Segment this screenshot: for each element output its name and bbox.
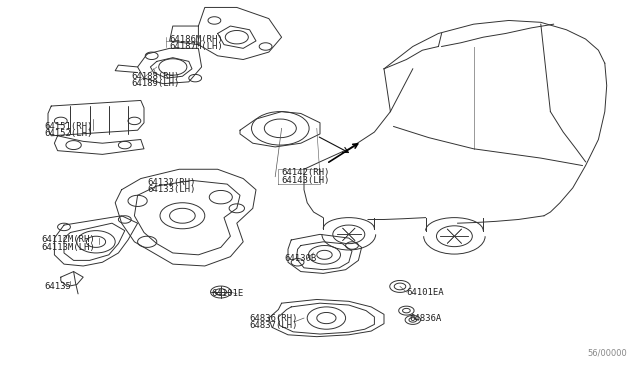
Text: 64143(LH): 64143(LH): [282, 176, 330, 185]
Text: 64151(RH): 64151(RH): [45, 122, 93, 131]
Text: 64186M(RH): 64186M(RH): [170, 35, 223, 44]
Text: 64132(RH): 64132(RH): [147, 178, 196, 187]
Text: 64142(RH): 64142(RH): [282, 169, 330, 177]
Text: 64152(LH): 64152(LH): [45, 129, 93, 138]
Text: 64189(LH): 64189(LH): [131, 79, 180, 88]
Text: 64836(RH): 64836(RH): [250, 314, 298, 323]
Text: 64187M(LH): 64187M(LH): [170, 42, 223, 51]
Text: 64188(RH): 64188(RH): [131, 72, 180, 81]
Text: 64101EA: 64101EA: [406, 288, 444, 296]
Text: 64135: 64135: [45, 282, 72, 291]
Text: 64133(LH): 64133(LH): [147, 185, 196, 194]
Text: 64113M(LH): 64113M(LH): [42, 243, 95, 252]
Text: 64101E: 64101E: [211, 289, 243, 298]
Text: 64112M(RH): 64112M(RH): [42, 235, 95, 244]
Text: 56/00000: 56/00000: [588, 348, 627, 357]
Text: 64130B: 64130B: [285, 254, 317, 263]
Text: 64836A: 64836A: [410, 314, 442, 323]
Text: 64837(LH): 64837(LH): [250, 321, 298, 330]
